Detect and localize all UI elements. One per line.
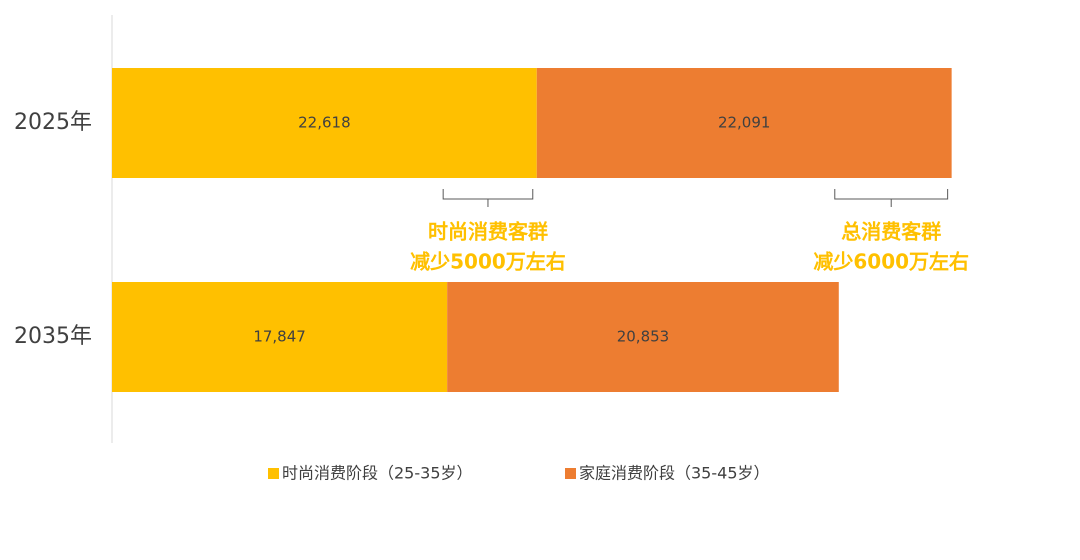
data-label: 20,853 [617,328,670,346]
bar-segment [112,282,448,392]
brace [442,189,534,207]
data-label: 22,091 [718,114,771,132]
annotation: 总消费客群 [841,220,941,244]
y-tick-label: 2025年 [14,110,92,135]
legend-label: 家庭消费阶段（35-45岁） [579,464,770,483]
annotation: 减少5000万左右 [410,250,566,274]
annotation: 减少6000万左右 [813,250,969,274]
brace [834,189,949,207]
legend-swatch [565,468,576,479]
legend-swatch [268,468,279,479]
data-label: 22,618 [298,114,351,132]
data-label: 17,847 [253,328,306,346]
annotation: 时尚消费客群 [428,220,548,244]
bar-segment [447,282,839,392]
legend-label: 时尚消费阶段（25-35岁） [282,464,473,483]
y-tick-label: 2035年 [14,324,92,349]
bar-segment [536,68,952,178]
bar-segment [112,68,537,178]
